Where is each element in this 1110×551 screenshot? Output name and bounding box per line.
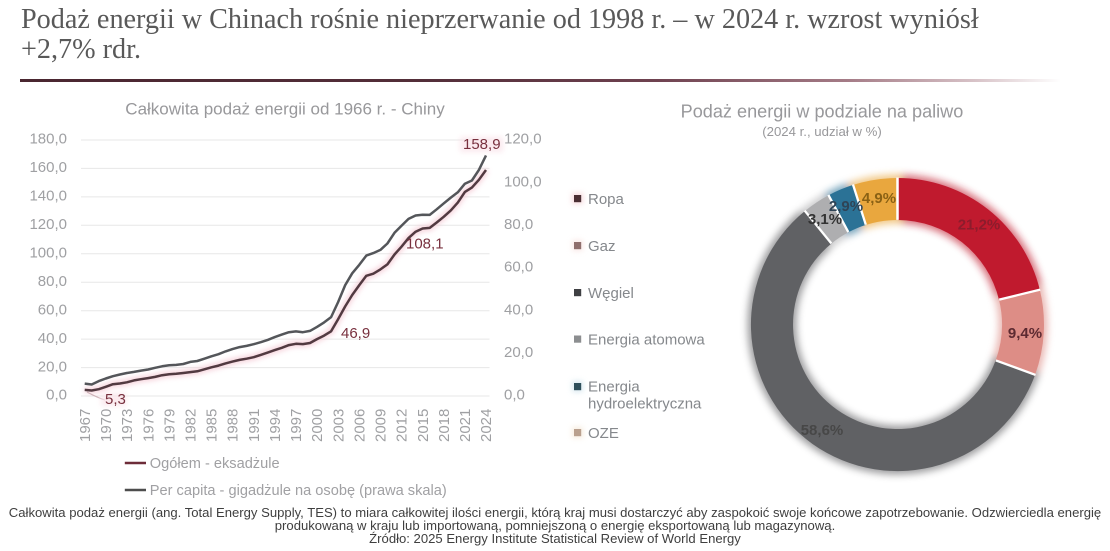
svg-text:(2024 r., udział w %): (2024 r., udział w %) — [762, 124, 881, 139]
svg-text:2006: 2006 — [352, 409, 369, 442]
svg-text:1973: 1973 — [119, 409, 136, 442]
svg-text:9,4%: 9,4% — [1008, 325, 1042, 342]
svg-text:40,0: 40,0 — [504, 301, 533, 318]
svg-text:hydroelektryczna: hydroelektryczna — [588, 396, 702, 413]
svg-text:1967: 1967 — [77, 409, 94, 442]
svg-text:2021: 2021 — [457, 409, 474, 442]
svg-text:60,0: 60,0 — [504, 259, 533, 276]
svg-text:1991: 1991 — [246, 409, 263, 442]
svg-text:80,0: 80,0 — [38, 273, 67, 290]
svg-text:108,1: 108,1 — [406, 236, 444, 253]
svg-text:160,0: 160,0 — [29, 159, 67, 176]
svg-text:100,0: 100,0 — [504, 173, 542, 190]
svg-text:40,0: 40,0 — [38, 330, 67, 347]
svg-text:46,9: 46,9 — [341, 325, 370, 342]
svg-text:120,0: 120,0 — [504, 131, 542, 148]
svg-text:2003: 2003 — [330, 409, 347, 442]
svg-text:0,0: 0,0 — [46, 387, 67, 404]
svg-text:2000: 2000 — [309, 409, 326, 442]
svg-text:140,0: 140,0 — [29, 188, 67, 205]
svg-text:Ropa: Ropa — [588, 191, 625, 208]
svg-text:Całkowita podaż energii od 196: Całkowita podaż energii od 1966 r. - Chi… — [125, 100, 445, 119]
svg-text:80,0: 80,0 — [504, 216, 533, 233]
svg-text:1979: 1979 — [161, 409, 178, 442]
svg-text:1970: 1970 — [98, 409, 115, 442]
svg-text:Gaz: Gaz — [588, 238, 616, 255]
svg-text:Ogółem - eksadżule: Ogółem - eksadżule — [150, 456, 280, 472]
svg-text:20,0: 20,0 — [504, 344, 533, 361]
svg-text:0,0: 0,0 — [504, 387, 525, 404]
svg-text:Węgiel: Węgiel — [588, 285, 634, 302]
svg-text:1976: 1976 — [140, 409, 157, 442]
svg-text:2015: 2015 — [415, 409, 432, 442]
svg-text:Energia atomowa: Energia atomowa — [588, 332, 705, 349]
svg-text:1985: 1985 — [204, 409, 221, 442]
svg-text:180,0: 180,0 — [29, 131, 67, 148]
svg-text:4,9%: 4,9% — [862, 190, 896, 207]
svg-text:OZE: OZE — [588, 425, 619, 442]
svg-text:2012: 2012 — [394, 409, 411, 442]
svg-text:21,2%: 21,2% — [958, 217, 1001, 234]
svg-text:1982: 1982 — [183, 409, 200, 442]
svg-text:2,9%: 2,9% — [829, 198, 863, 215]
svg-text:58,6%: 58,6% — [801, 422, 844, 439]
svg-text:2018: 2018 — [436, 409, 453, 442]
svg-text:5,3: 5,3 — [105, 391, 126, 408]
svg-text:120,0: 120,0 — [29, 216, 67, 233]
svg-text:1997: 1997 — [288, 409, 305, 442]
svg-text:2009: 2009 — [373, 409, 390, 442]
svg-text:1988: 1988 — [225, 409, 242, 442]
svg-text:1994: 1994 — [267, 409, 284, 442]
svg-text:20,0: 20,0 — [38, 358, 67, 375]
svg-text:158,9: 158,9 — [463, 136, 501, 153]
svg-text:Energia: Energia — [588, 379, 640, 396]
svg-text:60,0: 60,0 — [38, 301, 67, 318]
svg-text:Per capita - gigadżule na osob: Per capita - gigadżule na osobę (prawa s… — [150, 483, 447, 499]
svg-text:100,0: 100,0 — [29, 245, 67, 262]
svg-text:2024: 2024 — [478, 409, 495, 442]
svg-text:Podaż energii w podziale na pa: Podaż energii w podziale na paliwo — [681, 102, 964, 122]
svg-text:3,1%: 3,1% — [808, 211, 842, 228]
